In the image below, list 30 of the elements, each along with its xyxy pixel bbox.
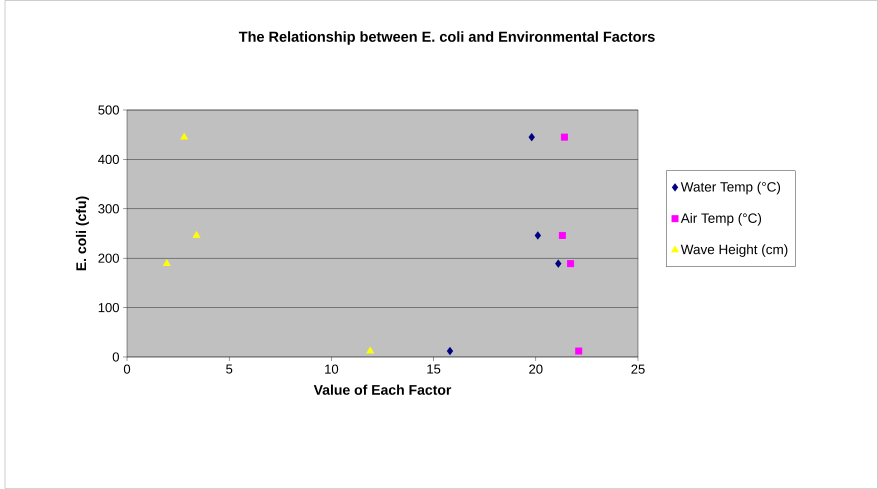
point — [192, 230, 200, 238]
x-tick-label: 10 — [325, 364, 338, 374]
point — [560, 134, 568, 141]
point — [534, 231, 542, 240]
point — [567, 260, 574, 268]
x-tick-label: 20 — [529, 364, 543, 374]
legend-label: Wave Height (cm) — [680, 244, 788, 257]
point — [528, 132, 535, 142]
legend-label: Water Temp (°C) — [680, 182, 780, 194]
x-tick-label: 15 — [427, 364, 440, 374]
point — [180, 132, 188, 140]
x-tick-label: 0 — [124, 364, 130, 374]
x-tick-label: 5 — [226, 364, 232, 374]
y-tick-label: 500 — [98, 105, 119, 115]
point — [558, 232, 566, 239]
x-axis-title: Value of Each Factor — [314, 384, 452, 395]
point — [446, 346, 454, 356]
y-tick-label: 400 — [98, 154, 119, 164]
y-tick-label: 100 — [98, 302, 119, 312]
point — [575, 348, 582, 355]
x-tick-label: 25 — [631, 364, 645, 374]
y-tick-label: 300 — [98, 204, 119, 214]
point — [162, 259, 171, 266]
point — [555, 259, 562, 268]
point — [366, 346, 374, 354]
y-tick-label: 200 — [98, 254, 119, 263]
y-axis-title: E. coli (cfu) — [76, 196, 89, 270]
chart-title: The Relationship between E. coli and Environmental Factors — [238, 31, 655, 45]
legend-label: Air Temp (°C) — [680, 213, 762, 226]
y-tick-label: 0 — [112, 352, 119, 362]
